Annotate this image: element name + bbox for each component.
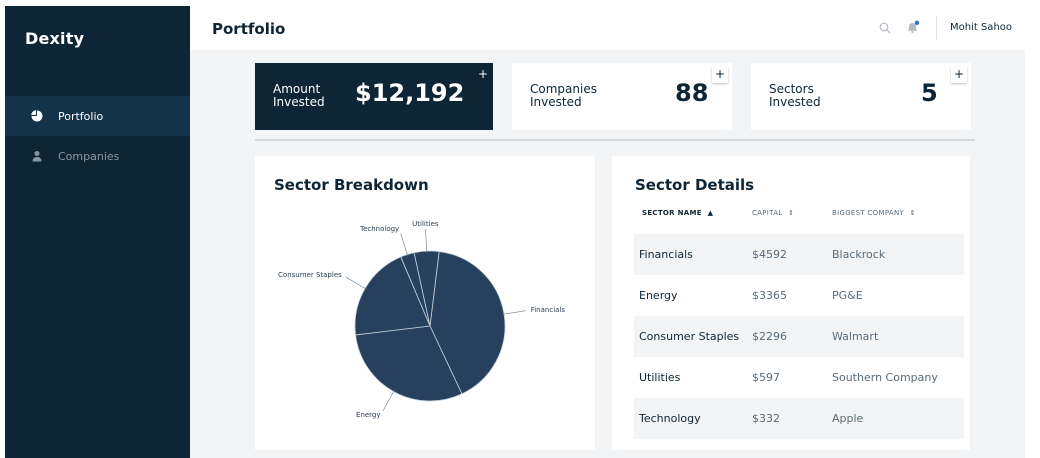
cell-company: PG&E bbox=[832, 289, 863, 302]
header-divider bbox=[936, 16, 937, 40]
panel-title: Sector Breakdown bbox=[274, 176, 429, 194]
cell-capital: $597 bbox=[752, 371, 780, 384]
top-bar: Portfolio Mohit Sahoo bbox=[190, 6, 1025, 50]
cell-company: Walmart bbox=[832, 330, 879, 343]
cell-sector: Energy bbox=[639, 289, 678, 302]
column-header-biggest-company[interactable]: BIGGEST COMPANY ⇕ bbox=[832, 209, 916, 217]
pie-label: Financials bbox=[531, 306, 566, 314]
sidebar-item-label: Companies bbox=[58, 149, 120, 163]
stat-label-line: Invested bbox=[769, 95, 821, 109]
table-row[interactable]: Utilities $597 Southern Company bbox=[634, 357, 964, 398]
cell-sector: Consumer Staples bbox=[639, 330, 740, 343]
cell-company: Southern Company bbox=[832, 371, 938, 384]
user-name[interactable]: Mohit Sahoo bbox=[950, 22, 1013, 33]
stat-label: Companies Invested bbox=[530, 83, 620, 109]
cell-sector: Technology bbox=[639, 412, 701, 425]
stat-card-sectors-invested: Sectors Invested 5 + bbox=[751, 63, 971, 130]
page-title: Portfolio bbox=[212, 20, 286, 38]
pie-leader-line bbox=[400, 233, 409, 257]
column-header-label: BIGGEST COMPANY bbox=[832, 209, 905, 217]
panel-title: Sector Details bbox=[635, 176, 755, 194]
stat-label-line: Amount bbox=[273, 82, 321, 96]
stat-value: 5 bbox=[921, 79, 938, 107]
table-row[interactable]: Energy $3365 PG&E bbox=[634, 275, 964, 316]
column-header-capital[interactable]: CAPITAL ⇕ bbox=[752, 209, 794, 217]
main-area: Portfolio Mohit Sahoo Amount Invested $1… bbox=[190, 6, 1025, 458]
stat-label-line: Companies bbox=[530, 82, 597, 96]
cell-company: Blackrock bbox=[832, 248, 886, 261]
cell-sector: Financials bbox=[639, 248, 693, 261]
stat-card-companies-invested: Companies Invested 88 + bbox=[512, 63, 732, 130]
table-row[interactable]: Consumer Staples $2296 Walmart bbox=[634, 316, 964, 357]
sidebar-item-portfolio[interactable]: Portfolio bbox=[5, 96, 190, 136]
add-button[interactable]: + bbox=[712, 67, 728, 83]
add-button[interactable]: + bbox=[475, 67, 491, 83]
pie-leader-line bbox=[502, 310, 526, 315]
sidebar-item-label: Portfolio bbox=[58, 109, 104, 123]
stat-label-line: Invested bbox=[273, 95, 325, 109]
pie-leader-line bbox=[425, 229, 427, 254]
pie-leader-line bbox=[345, 277, 368, 290]
stat-value: $12,192 bbox=[355, 79, 465, 107]
sidebar-item-companies[interactable]: Companies bbox=[5, 136, 190, 176]
stat-label-line: Sectors bbox=[769, 82, 814, 96]
table-row[interactable]: Technology $332 Apple bbox=[634, 398, 964, 439]
user-icon bbox=[32, 151, 42, 162]
cell-capital: $2296 bbox=[752, 330, 787, 343]
sort-ascending-icon: ▲ bbox=[707, 209, 714, 217]
search-icon[interactable] bbox=[879, 22, 891, 34]
column-header-label: SECTOR NAME bbox=[642, 209, 702, 217]
sort-icon: ⇕ bbox=[909, 209, 916, 217]
sector-breakdown-panel: Sector Breakdown Financials Energy Consume… bbox=[255, 156, 595, 450]
pie-chart: Financials Energy Consumer Staples Technolo… bbox=[278, 220, 566, 419]
cell-capital: $4592 bbox=[752, 248, 787, 261]
stat-label: Amount Invested bbox=[273, 83, 363, 109]
cell-capital: $332 bbox=[752, 412, 780, 425]
sort-icon: ⇕ bbox=[788, 209, 795, 217]
stat-value: 88 bbox=[675, 79, 709, 107]
stat-card-amount-invested: Amount Invested $12,192 + bbox=[255, 63, 493, 130]
sector-details-panel: Sector Details SECTOR NAME ▲ CAPITAL ⇕ B… bbox=[612, 156, 970, 450]
app-brand: Dexity bbox=[25, 29, 85, 48]
stat-label-line: Invested bbox=[530, 95, 582, 109]
pie-label: Energy bbox=[356, 411, 381, 419]
notification-bell-icon[interactable] bbox=[906, 20, 920, 34]
pie-leader-line bbox=[382, 389, 395, 411]
table-row[interactable]: Financials $4592 Blackrock bbox=[634, 234, 964, 275]
column-header-label: CAPITAL bbox=[752, 209, 783, 217]
pie-label: Utilities bbox=[412, 220, 439, 228]
column-header-sector-name[interactable]: SECTOR NAME ▲ bbox=[642, 209, 713, 217]
sidebar: Dexity Portfolio Companies bbox=[5, 6, 190, 458]
pie-label: Consumer Staples bbox=[278, 271, 342, 279]
pie-chart-icon bbox=[31, 110, 43, 122]
add-button[interactable]: + bbox=[951, 67, 967, 83]
stat-label: Sectors Invested bbox=[769, 83, 859, 109]
section-divider bbox=[255, 139, 975, 141]
cell-company: Apple bbox=[832, 412, 864, 425]
cell-capital: $3365 bbox=[752, 289, 787, 302]
pie-label: Technology bbox=[359, 225, 399, 233]
cell-sector: Utilities bbox=[639, 371, 681, 384]
